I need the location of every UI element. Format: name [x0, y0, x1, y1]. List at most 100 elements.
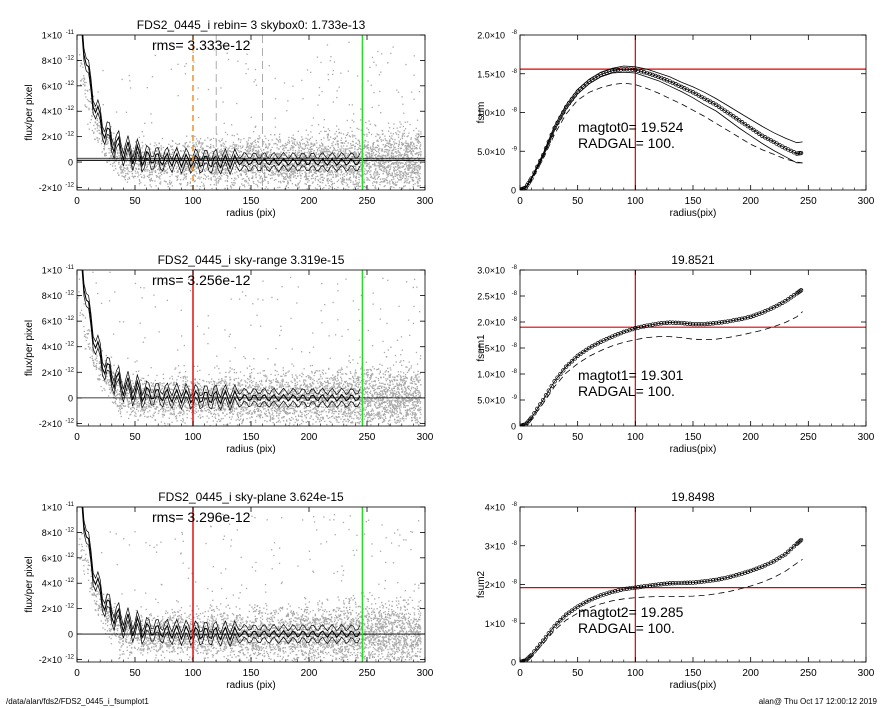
series-marker — [558, 371, 563, 377]
series-marker — [734, 317, 739, 323]
series-1-markers — [520, 288, 804, 426]
series-marker — [745, 569, 750, 574]
series-marker — [667, 320, 673, 325]
y-tick-exponent: -8 — [512, 291, 518, 297]
scatter-points — [78, 513, 422, 662]
x-tick-label: 200 — [742, 432, 759, 443]
y-tick-exponent: -12 — [65, 367, 74, 373]
series-marker — [685, 580, 690, 585]
series-marker — [757, 131, 762, 136]
series-marker — [641, 584, 647, 589]
series-marker — [662, 320, 667, 326]
annotation-2: RADGAL= 100. — [578, 135, 675, 151]
y-axis-label: fsum — [476, 102, 487, 124]
series-marker — [569, 359, 575, 364]
series-marker — [659, 321, 664, 326]
series-marker — [532, 649, 537, 654]
rms-annotation: rms= 3.333e-12 — [152, 37, 251, 53]
y-tick-exponent: -8 — [512, 343, 518, 349]
y-tick-label: -2×10 — [39, 183, 62, 193]
annotation-1: magtot1= 19.301 — [578, 367, 684, 383]
series-marker — [641, 324, 647, 329]
series-marker — [601, 592, 606, 597]
series-marker — [798, 288, 804, 293]
series-3-line — [520, 71, 803, 190]
series-marker — [679, 580, 684, 586]
series-marker — [621, 586, 626, 592]
series-marker — [690, 580, 696, 585]
x-tick-label: 200 — [301, 432, 318, 443]
x-tick-label: 250 — [800, 432, 817, 443]
y-tick-label: 4×10 — [42, 107, 62, 117]
plot-frame — [76, 506, 426, 663]
series-marker — [731, 114, 736, 119]
series-marker — [615, 67, 621, 73]
x-axis-label: radius(pix) — [670, 680, 717, 691]
chart-panel-1: rms= 3.333e-12 0 50 100 150 200 250 300 1×10 -11 8… — [24, 18, 434, 219]
series-marker — [540, 638, 546, 643]
y-tick-label: 6×10 — [42, 553, 62, 563]
series-marker — [713, 577, 719, 583]
series-marker — [650, 322, 655, 327]
y-tick-exponent: -8 — [512, 502, 518, 508]
series-marker — [742, 121, 748, 127]
series-marker — [711, 321, 716, 326]
plot-area — [77, 35, 425, 190]
x-tick-label: 250 — [359, 196, 376, 207]
series-marker — [745, 315, 750, 320]
y-tick-label: 0 — [511, 422, 516, 432]
profile-upper — [82, 270, 361, 399]
y-axis-label: flux/per pixel — [24, 84, 35, 140]
series-marker — [748, 568, 753, 574]
series-marker — [552, 379, 557, 384]
y-tick-label: 2×10 — [485, 580, 505, 590]
y-tick-exponent: -12 — [65, 106, 74, 112]
profile-line — [81, 270, 361, 406]
profile-line — [81, 507, 361, 642]
y-tick-label: 3.0×10 — [477, 266, 505, 276]
series-marker — [725, 110, 730, 115]
profile-lower — [81, 270, 361, 412]
y-tick-exponent: -12 — [65, 132, 74, 138]
series-marker — [647, 71, 652, 77]
series-marker — [607, 69, 612, 74]
y-tick-exponent: -12 — [65, 527, 74, 533]
series-marker — [719, 106, 724, 111]
x-tick-label: 50 — [129, 432, 141, 443]
series-marker — [725, 319, 730, 324]
plot-frame — [519, 269, 867, 427]
y-tick-exponent: -9 — [512, 146, 518, 152]
y-tick-label: 5.0×10 — [477, 147, 505, 157]
series-marker — [621, 66, 626, 72]
chart-title: FDS2_0445_i sky-range 3.319e-15 — [158, 253, 345, 267]
series-marker — [558, 618, 563, 623]
plot-area — [77, 270, 425, 426]
series-marker — [783, 299, 788, 304]
profile-upper — [82, 35, 361, 163]
annotation-2: RADGAL= 100. — [578, 620, 675, 636]
series-marker — [630, 326, 635, 332]
y-tick-label: 6×10 — [42, 317, 62, 327]
series-marker — [696, 321, 701, 327]
series-marker — [705, 578, 710, 584]
series-marker — [670, 581, 675, 586]
series-marker — [644, 323, 650, 328]
x-tick-label: 50 — [572, 196, 584, 207]
x-tick-label: 100 — [185, 668, 202, 679]
series-marker — [535, 406, 540, 411]
y-tick-label: 3×10 — [485, 541, 505, 551]
series-marker — [739, 120, 745, 125]
series-marker — [653, 73, 658, 79]
series-marker — [731, 318, 736, 323]
series-marker — [679, 320, 684, 326]
series-marker — [543, 393, 549, 398]
series-marker — [610, 589, 615, 595]
x-tick-label: 250 — [359, 432, 376, 443]
y-tick-exponent: -8 — [512, 580, 518, 586]
footer-timestamp: alan@ Thu Oct 17 12:00:12 2019 — [758, 697, 877, 706]
series-marker — [561, 615, 566, 620]
series-marker — [713, 320, 719, 326]
series-marker — [731, 573, 736, 579]
series-marker — [711, 578, 716, 583]
